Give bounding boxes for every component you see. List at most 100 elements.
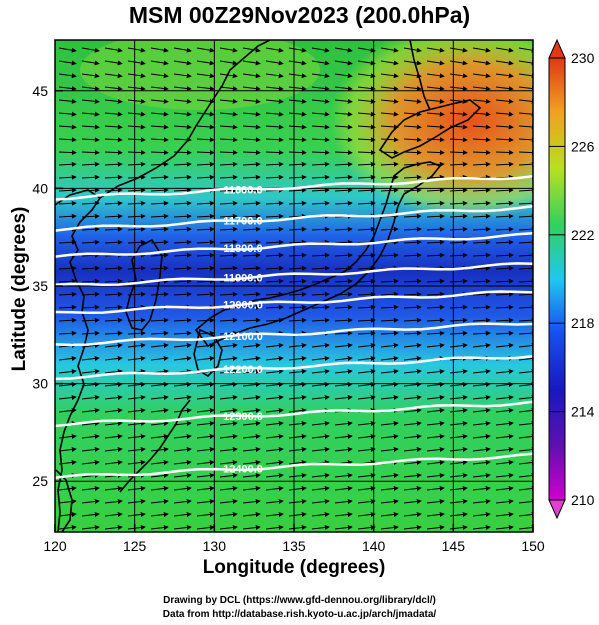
wind-arrow <box>242 187 261 193</box>
wind-arrow <box>449 512 468 517</box>
wind-arrow <box>380 421 399 426</box>
wind-arrow <box>495 265 514 271</box>
wind-arrow <box>127 239 146 245</box>
wind-arrow <box>127 98 146 104</box>
wind-arrow <box>265 369 284 374</box>
wind-arrow <box>403 226 422 232</box>
wind-arrow <box>472 291 491 297</box>
wind-arrow <box>173 252 192 258</box>
wind-arrow <box>81 278 100 284</box>
wind-arrow <box>150 174 169 180</box>
wind-arrow <box>449 408 468 413</box>
wind-arrow <box>173 150 192 156</box>
wind-arrow <box>173 226 192 232</box>
wind-arrow <box>472 150 491 156</box>
wind-arrow <box>265 137 284 143</box>
wind-arrow <box>81 421 100 426</box>
wind-arrow <box>357 525 376 530</box>
contour-label: 11600.0 <box>223 184 262 196</box>
wind-arrow <box>472 60 491 66</box>
wind-arrow <box>150 447 169 452</box>
wind-arrow <box>403 369 422 374</box>
wind-arrow <box>518 304 533 310</box>
wind-arrow <box>357 356 376 361</box>
wind-arrow <box>265 525 284 530</box>
wind-arrow <box>449 343 468 348</box>
wind-arrow <box>196 111 215 117</box>
wind-arrow <box>150 86 169 92</box>
wind-arrow <box>334 161 353 167</box>
wind-arrow <box>334 512 353 517</box>
y-tick-label: 30 <box>32 376 48 392</box>
contour-label: 12300.0 <box>223 411 263 423</box>
wind-arrow <box>518 460 533 465</box>
wind-arrow <box>518 382 533 387</box>
wind-arrow <box>495 278 514 284</box>
wind-arrow <box>449 200 468 206</box>
wind-arrow <box>288 473 307 478</box>
wind-arrow <box>472 137 491 143</box>
wind-arrow <box>242 291 261 297</box>
wind-arrow <box>104 47 123 53</box>
wind-arrow <box>495 150 514 156</box>
colorbar-lower-extend <box>548 499 566 520</box>
wind-arrow <box>265 239 284 245</box>
wind-arrow <box>334 252 353 258</box>
wind-arrow <box>196 356 215 361</box>
wind-arrow <box>265 226 284 232</box>
wind-arrow <box>58 174 77 180</box>
contour-label: 11700.0 <box>223 216 262 228</box>
wind-arrow <box>127 317 146 323</box>
wind-arrow <box>173 200 192 206</box>
wind-arrow <box>403 473 422 478</box>
wind-arrow <box>196 265 215 271</box>
wind-arrow <box>403 460 422 465</box>
wind-arrow <box>104 73 123 79</box>
wind-arrow <box>265 473 284 478</box>
wind-arrow <box>81 460 100 465</box>
wind-arrow <box>58 356 77 361</box>
wind-arrow <box>426 111 445 117</box>
wind-arrow <box>472 47 491 53</box>
wind-arrow <box>495 213 514 219</box>
wind-arrow <box>472 265 491 271</box>
wind-arrow <box>403 486 422 491</box>
wind-arrow <box>242 395 261 400</box>
wind-arrow <box>472 473 491 478</box>
wind-arrow <box>357 161 376 167</box>
wind-arrow <box>288 512 307 517</box>
wind-arrow <box>334 343 353 348</box>
wind-arrow <box>58 60 77 66</box>
wind-arrow <box>380 317 399 323</box>
wind-arrow <box>196 343 215 348</box>
wind-arrow <box>495 499 514 504</box>
wind-arrow <box>127 343 146 348</box>
wind-arrow <box>81 213 100 219</box>
wind-arrow <box>242 278 261 284</box>
wind-arrow <box>288 60 307 66</box>
wind-arrow <box>265 111 284 117</box>
wind-arrow <box>403 161 422 167</box>
wind-arrow <box>518 252 533 258</box>
wind-arrow <box>380 174 399 180</box>
wind-arrow <box>449 421 468 426</box>
wind-arrow <box>265 174 284 180</box>
wind-arrow <box>127 408 146 413</box>
wind-arrow <box>196 73 215 79</box>
wind-arrow <box>357 434 376 439</box>
wind-arrow <box>449 278 468 284</box>
wind-arrow <box>426 60 445 66</box>
wind-arrow <box>403 150 422 156</box>
wind-arrow <box>288 124 307 130</box>
wind-arrow <box>104 239 123 245</box>
wind-arrow <box>58 187 77 193</box>
wind-arrow <box>357 421 376 426</box>
wind-arrow <box>449 395 468 400</box>
wind-arrow <box>495 60 514 66</box>
wind-arrow <box>518 421 533 426</box>
wind-arrow <box>242 47 261 53</box>
wind-arrow <box>196 512 215 517</box>
wind-arrow <box>311 252 330 258</box>
y-tick-label: 35 <box>32 278 48 294</box>
wind-arrow <box>518 86 533 92</box>
